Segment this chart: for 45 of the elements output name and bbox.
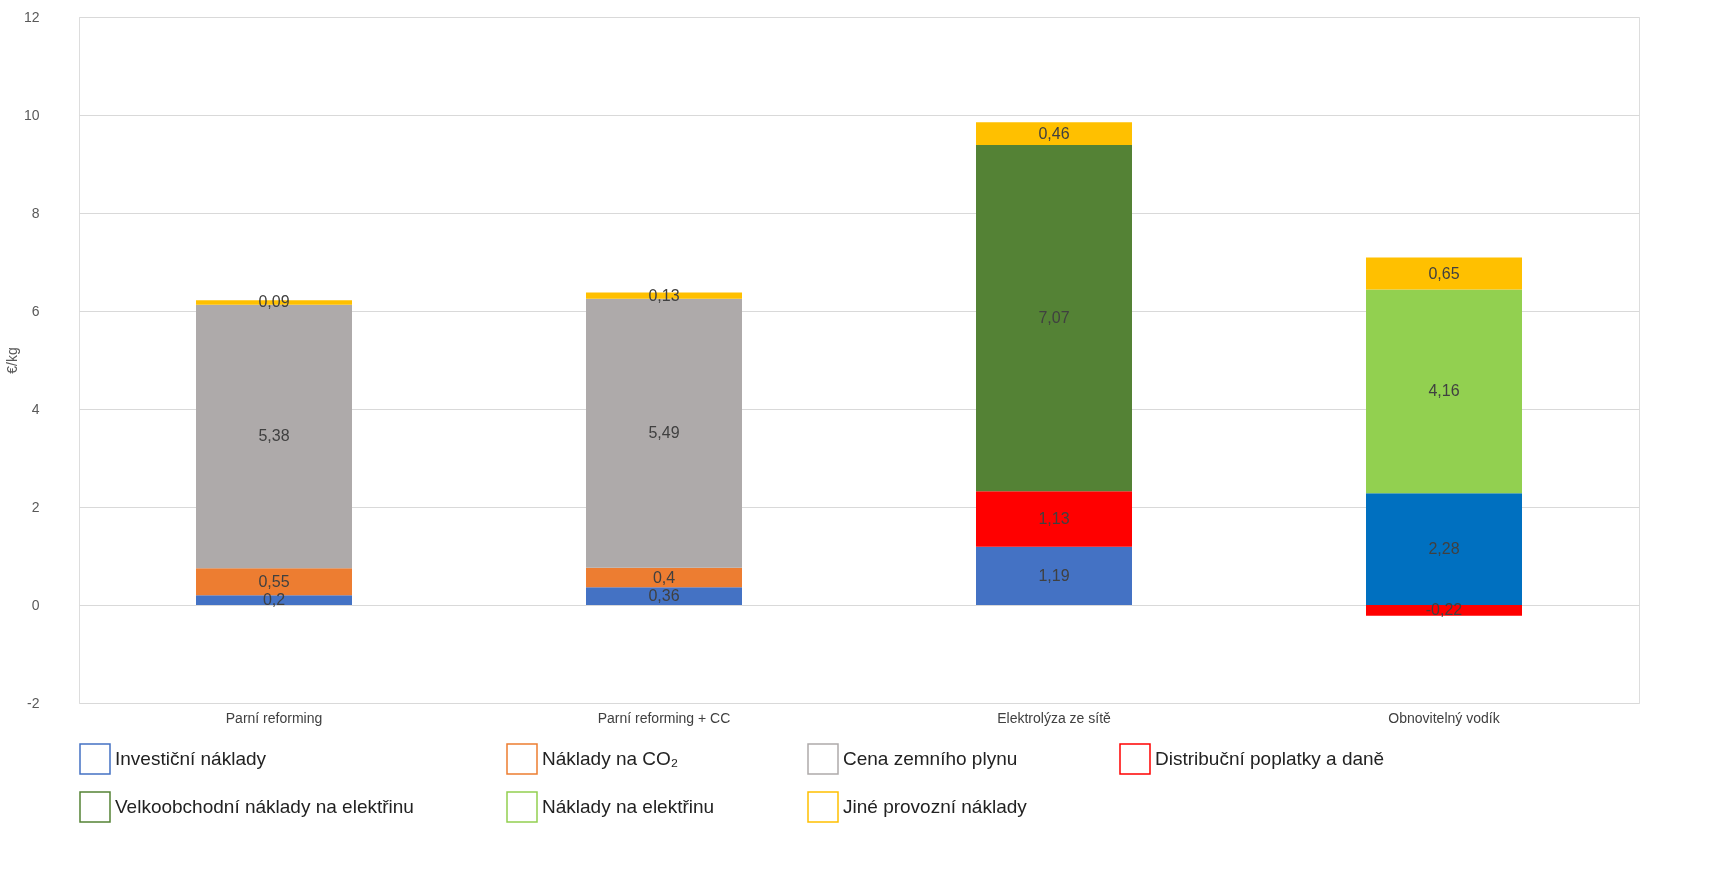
y-tick-label: -2 (27, 694, 40, 711)
x-tick-label: Elektrolýza ze sítě (997, 709, 1112, 726)
data-label: 0,55 (258, 572, 290, 590)
bar (1366, 605, 1522, 616)
data-label: 0,2 (262, 591, 286, 609)
legend-label: Cena zemního plynu (843, 748, 1018, 769)
y-tick-label: 6 (31, 302, 40, 319)
x-tick-label: Parní reforming + CC (597, 709, 731, 726)
bar (196, 595, 352, 605)
legend-label: Náklady na elektřinu (542, 796, 715, 817)
bar (976, 546, 1132, 605)
data-label: 0,46 (1038, 124, 1070, 142)
x-tick-label: Parní reforming (225, 709, 323, 726)
bar (976, 144, 1132, 492)
data-label: 1,13 (1038, 510, 1070, 528)
data-label: 2,28 (1428, 540, 1460, 558)
y-tick-label: 4 (31, 400, 40, 417)
data-label: 0,4 (652, 568, 676, 586)
y-tick-label: 0 (31, 596, 40, 613)
legend-label: Distribuční poplatky a daně (1155, 748, 1385, 769)
data-label: 5,38 (258, 427, 290, 445)
bar (976, 122, 1132, 145)
data-label: 5,49 (648, 424, 680, 442)
legend-label: Investiční náklady (115, 748, 267, 769)
bar (1366, 257, 1522, 290)
bar (586, 587, 742, 605)
y-tick-label: 8 (31, 204, 40, 221)
y-tick-label: 10 (23, 106, 40, 123)
legend-label: Jiné provozní náklady (843, 796, 1028, 817)
data-label: 7,07 (1038, 309, 1070, 327)
data-label: 1,19 (1038, 566, 1070, 584)
bar (1366, 493, 1522, 605)
bar (1366, 289, 1522, 494)
x-tick-label: Obnovitelný vodík (1388, 709, 1501, 726)
y-tick-label: 2 (31, 498, 40, 515)
y-axis-title: €/kg (3, 347, 20, 374)
data-label: 4,16 (1428, 382, 1460, 400)
y-tick-label: 12 (23, 8, 40, 25)
bar (586, 567, 742, 588)
data-label: -0,22 (1425, 601, 1463, 619)
data-label: 0,65 (1428, 264, 1460, 282)
bar (976, 491, 1132, 547)
legend-label: Velkoobchodní náklady na elektřinu (115, 796, 414, 817)
legend-label: Náklady na CO₂ (542, 748, 679, 769)
data-label: 0,36 (648, 587, 680, 605)
